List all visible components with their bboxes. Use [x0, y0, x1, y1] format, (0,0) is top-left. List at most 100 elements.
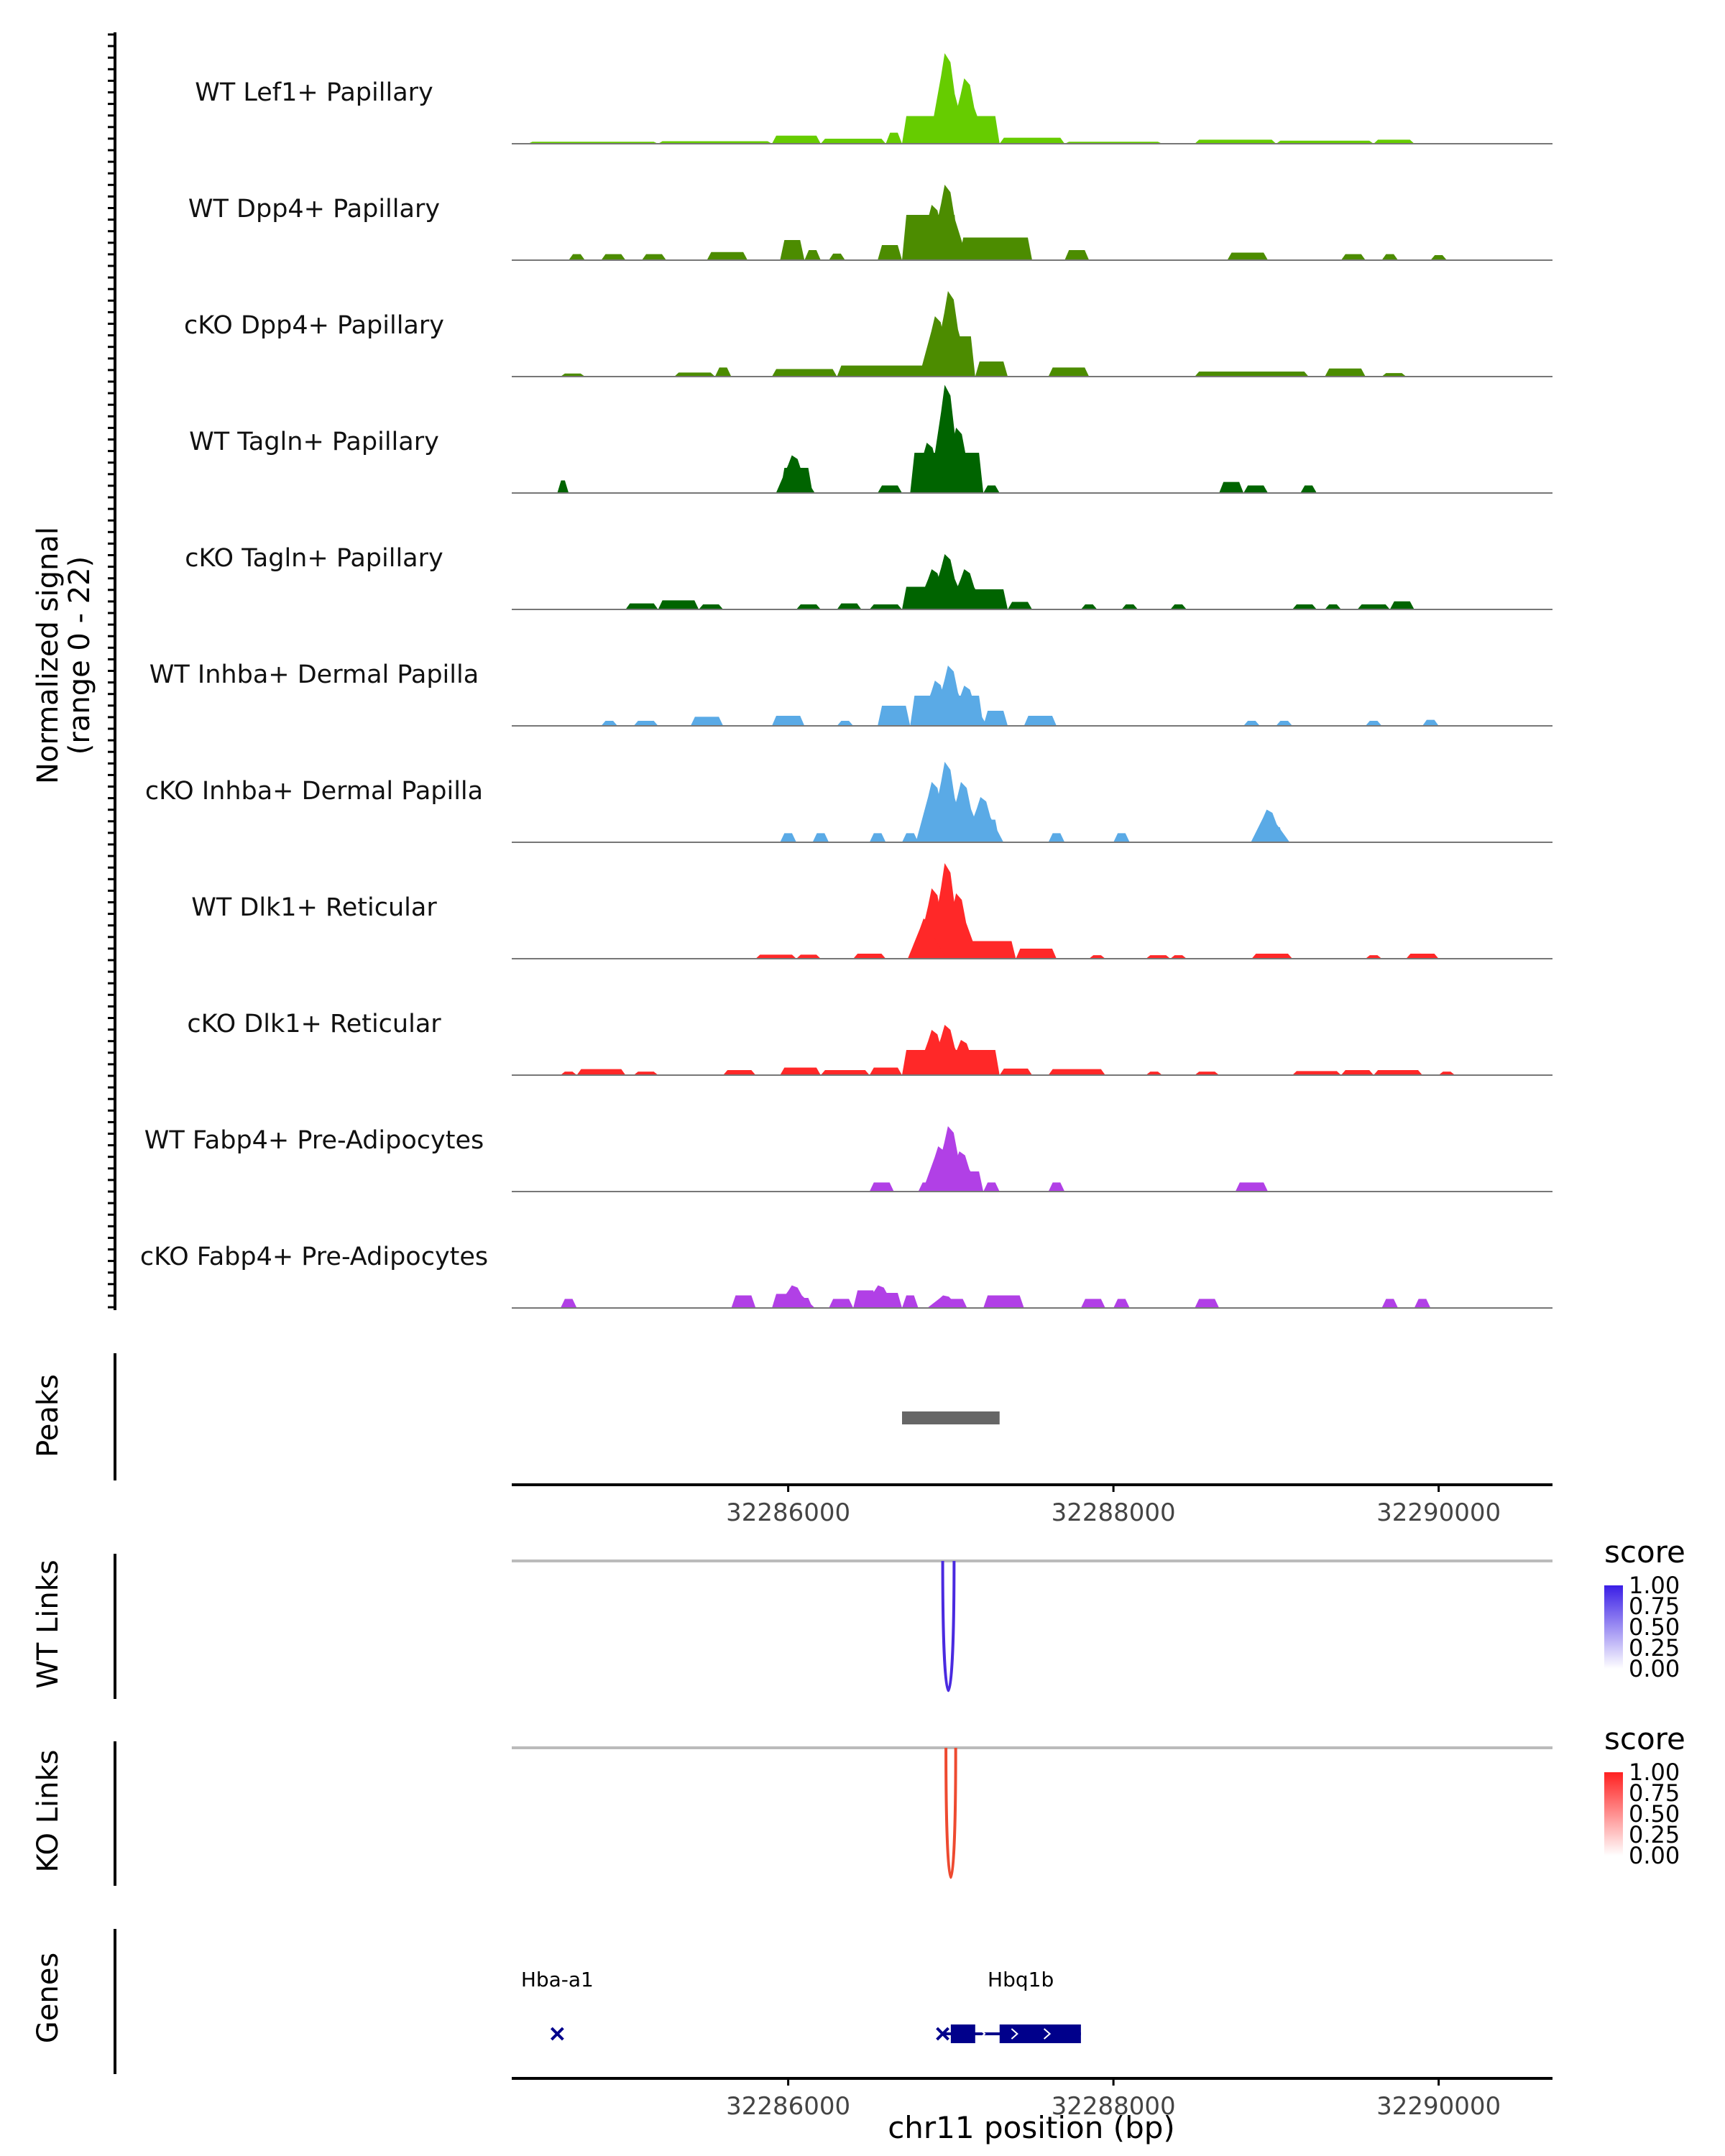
coverage-area	[1080, 604, 1098, 609]
legend-tick-label: 0.25	[1629, 1634, 1680, 1662]
link-arc	[944, 1747, 957, 1879]
legend-title: score	[1604, 1721, 1685, 1756]
coverage-area	[723, 1070, 756, 1075]
coverage-area	[1195, 1072, 1220, 1075]
coverage-area	[1430, 255, 1447, 260]
coverage-area	[1389, 601, 1414, 609]
coverage-area	[1113, 833, 1130, 842]
coverage-area	[1243, 721, 1260, 726]
coverage-area	[1374, 1070, 1422, 1075]
coverage-peak	[916, 205, 955, 260]
strand-arrow	[1043, 2028, 1052, 2040]
coverage-peak	[965, 797, 1004, 842]
coverage-area	[1357, 604, 1390, 609]
coverage-area	[1195, 1299, 1220, 1308]
coverage-area	[853, 954, 886, 959]
track-label: WT Inhba+ Dermal Papilla	[150, 660, 479, 689]
coverage-area	[707, 252, 748, 260]
track-11: cKO Fabp4+ Pre-Adipocytes	[140, 1243, 1552, 1309]
track-4: WT Tagln+ Papillary	[189, 384, 1552, 494]
peaks-label: Peaks	[32, 1374, 65, 1457]
coverage-area	[1048, 1182, 1065, 1192]
coverage-area	[1340, 1070, 1374, 1075]
coverage-area	[1089, 955, 1105, 959]
coverage-area	[1438, 1072, 1455, 1075]
coverage-peak	[919, 316, 958, 377]
strand-arrow	[978, 2028, 986, 2040]
coverage-area	[1024, 716, 1057, 726]
coverage-area	[983, 485, 1000, 493]
coverage-area	[869, 1182, 894, 1192]
x-tick-label: 32288000	[1052, 1498, 1176, 1527]
track-label: WT Dlk1+ Reticular	[191, 893, 437, 922]
coverage-area	[1113, 1299, 1130, 1308]
coverage-area	[780, 240, 805, 260]
genes-label: Genes	[32, 1953, 65, 2043]
coverage-area	[999, 1068, 1032, 1075]
track-9: cKO Dlk1+ Reticular	[187, 1010, 1552, 1076]
coverage-area	[869, 604, 902, 609]
coverage-area	[1146, 1072, 1162, 1075]
coverage-area	[1121, 604, 1138, 609]
coverage-area	[1146, 955, 1171, 959]
gene-hbq1b: Hbq1b	[936, 1968, 1081, 2043]
coverage-area	[560, 1072, 577, 1075]
track-label: cKO Dpp4+ Papillary	[184, 311, 444, 340]
genes-track: Hba-a1 Hbq1b	[521, 1968, 1081, 2043]
track-label: cKO Fabp4+ Pre-Adipocytes	[140, 1243, 488, 1271]
coverage-area	[1325, 368, 1366, 377]
track-label: cKO Tagln+ Papillary	[185, 544, 443, 573]
gene-label: Hba-a1	[521, 1968, 594, 1991]
coverage-area	[1170, 604, 1187, 609]
track-label: WT Lef1+ Papillary	[195, 78, 433, 107]
coverage-peak	[907, 918, 947, 959]
legend-tick-label: 1.00	[1629, 1572, 1680, 1599]
coverage-area	[772, 716, 805, 726]
x-tick-label: 32286000	[726, 2092, 850, 2121]
legend-tick-label: 0.00	[1629, 1655, 1680, 1682]
coverage-area	[820, 139, 886, 144]
coverage-area	[1276, 140, 1374, 144]
coverage-area	[1064, 250, 1090, 260]
coverage-area	[983, 1295, 1024, 1308]
y-axis-label: Normalized signal	[32, 527, 65, 784]
coverage-area	[1365, 955, 1382, 959]
coverage-area	[1195, 139, 1276, 144]
ko-links: score 1.000.750.500.250.00	[512, 1721, 1685, 1879]
legend-title: score	[1604, 1534, 1685, 1570]
coverage-area	[837, 365, 935, 377]
coverage-area	[1048, 833, 1065, 842]
x-tick-label: 32290000	[1376, 2092, 1501, 2121]
coverage-area	[975, 361, 1008, 377]
coverage-area	[1365, 721, 1382, 726]
track-1: WT Lef1+ Papillary	[195, 53, 1552, 144]
coverage-peak	[916, 782, 955, 842]
coverage-area	[886, 132, 902, 144]
coverage-area	[796, 604, 821, 609]
coverage-area	[1381, 254, 1399, 260]
track-5: cKO Tagln+ Papillary	[185, 544, 1552, 610]
gene-hba-a1: Hba-a1	[521, 1968, 594, 2041]
coverage-area	[1381, 1299, 1399, 1308]
coverage-area	[869, 833, 886, 842]
coverage-area	[1243, 485, 1269, 493]
coverage-peak	[919, 681, 958, 726]
ko-links-label: KO Links	[32, 1750, 65, 1873]
coverage-area	[878, 706, 911, 726]
coverage-area	[755, 954, 796, 959]
coverage-area	[812, 833, 829, 842]
coverage-peak	[948, 686, 988, 726]
x-tick-label: 32286000	[726, 1498, 850, 1527]
coverage-peak	[1251, 809, 1290, 842]
coverage-area	[1251, 954, 1292, 959]
coverage-area	[983, 711, 1008, 726]
gene-start-marker	[936, 2027, 949, 2041]
y-axis-label-range: (range 0 - 22)	[63, 556, 96, 755]
legend-tick-label: 0.50	[1629, 1613, 1680, 1641]
coverage-area	[829, 1299, 854, 1308]
coverage-tracks: WT Lef1+ Papillary WT Dpp4+ Papillary cKO …	[140, 53, 1552, 1309]
coverage-area	[714, 367, 732, 377]
coverage-area	[1170, 955, 1187, 959]
